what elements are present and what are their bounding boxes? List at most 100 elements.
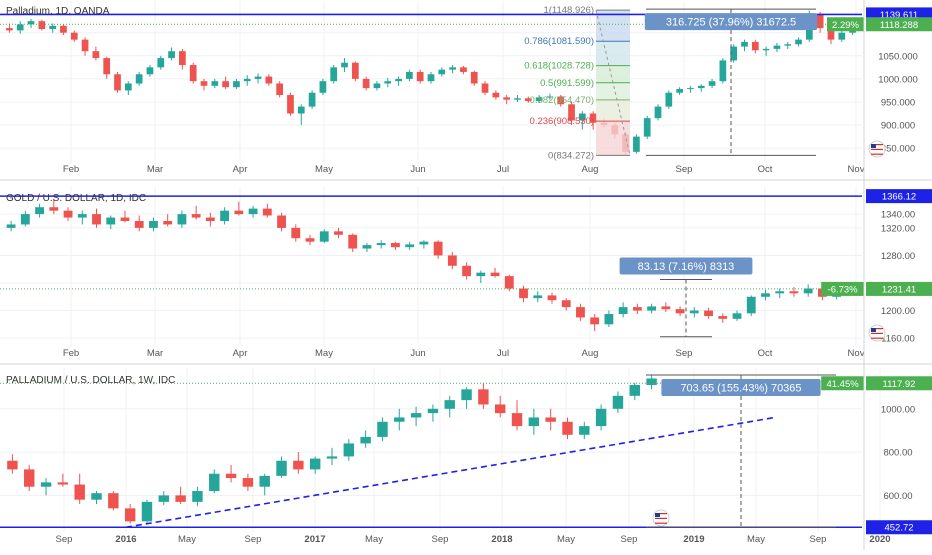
candle-body[interactable] (438, 69, 446, 75)
candle-body[interactable] (444, 400, 455, 409)
candle-body[interactable] (732, 313, 742, 319)
candle-body[interactable] (233, 81, 240, 88)
candle-body[interactable] (305, 238, 315, 242)
candle-body[interactable] (376, 243, 386, 246)
candle-body[interactable] (462, 265, 471, 277)
candle-body[interactable] (168, 51, 175, 59)
candle-body[interactable] (675, 309, 685, 314)
candle-body[interactable] (330, 67, 338, 82)
candle-body[interactable] (494, 404, 506, 414)
candle-body[interactable] (38, 21, 46, 30)
candle-body[interactable] (287, 95, 294, 114)
candle-body[interactable] (35, 207, 44, 215)
candle-body[interactable] (146, 67, 154, 75)
candle-body[interactable] (612, 395, 624, 409)
candle-body[interactable] (492, 92, 500, 98)
palladium-daily-panel[interactable]: 1(1148.926) 0.786(1081.590) 0.618(1028.728… (0, 1, 932, 175)
candle-body[interactable] (391, 243, 400, 248)
candle-body[interactable] (7, 460, 18, 470)
candle-body[interactable] (91, 493, 102, 500)
candle-body[interactable] (192, 491, 203, 502)
candle-body[interactable] (254, 76, 262, 79)
candle-body[interactable] (348, 234, 358, 249)
candle-body[interactable] (535, 97, 543, 102)
candle-body[interactable] (276, 83, 284, 96)
candle-body[interactable] (158, 495, 170, 502)
candle-body[interactable] (92, 51, 100, 59)
candle-body[interactable] (503, 97, 511, 100)
candle-body[interactable] (803, 288, 813, 294)
candle-body[interactable] (6, 28, 13, 31)
candle-body[interactable] (395, 78, 402, 82)
candle-body[interactable] (476, 272, 486, 277)
candle-body[interactable] (427, 408, 439, 414)
candle-body[interactable] (265, 76, 273, 84)
candle-body[interactable] (319, 81, 327, 93)
candle-body[interactable] (547, 295, 557, 301)
candle-body[interactable] (114, 74, 121, 91)
candle-body[interactable] (259, 475, 270, 487)
candle-body[interactable] (433, 241, 443, 256)
candle-body[interactable] (504, 276, 514, 289)
candle-body[interactable] (746, 296, 756, 314)
candle-body[interactable] (341, 62, 348, 68)
candle-body[interactable] (461, 389, 472, 401)
candle-body[interactable] (646, 378, 657, 385)
candle-body[interactable] (200, 81, 208, 86)
palladium-weekly-panel[interactable]: 703.65 (155.43%) 70365 PALLADIUM / U.S. D… (0, 368, 932, 545)
candle-body[interactable] (654, 106, 662, 119)
candle-body[interactable] (124, 508, 136, 522)
candle-body[interactable] (222, 81, 229, 88)
candle-body[interactable] (57, 482, 69, 485)
candle-body[interactable] (406, 71, 413, 79)
candle-body[interactable] (576, 307, 585, 318)
candle-body[interactable] (248, 208, 258, 215)
candle-body[interactable] (297, 106, 305, 114)
candle-body[interactable] (209, 473, 220, 492)
candle-body[interactable] (293, 460, 304, 470)
candle-body[interactable] (24, 469, 35, 487)
candle-body[interactable] (220, 210, 230, 221)
candle-body[interactable] (384, 81, 392, 84)
candle-body[interactable] (643, 118, 651, 137)
candle-body[interactable] (419, 241, 429, 245)
candle-body[interactable] (704, 310, 713, 317)
candle-body[interactable] (719, 60, 727, 82)
candle-body[interactable] (618, 307, 628, 314)
candle-body[interactable] (416, 71, 424, 82)
candle-body[interactable] (124, 83, 132, 91)
candle-body[interactable] (326, 456, 338, 459)
candle-body[interactable] (478, 389, 489, 405)
candle-body[interactable] (427, 74, 435, 82)
candle-body[interactable] (134, 221, 144, 228)
candle-body[interactable] (70, 32, 78, 40)
candle-body[interactable] (604, 314, 614, 325)
candle-body[interactable] (647, 306, 657, 311)
candle-body[interactable] (511, 413, 523, 427)
candle-body[interactable] (103, 58, 111, 75)
candle-body[interactable] (351, 62, 359, 79)
candle-body[interactable] (277, 215, 286, 228)
candle-body[interactable] (838, 32, 846, 40)
candle-body[interactable] (108, 493, 119, 509)
candle-body[interactable] (568, 104, 575, 121)
candle-body[interactable] (177, 214, 187, 225)
candle-body[interactable] (519, 288, 528, 299)
candle-body[interactable] (49, 207, 59, 211)
support-trendline[interactable] (125, 416, 776, 529)
candle-body[interactable] (579, 426, 590, 435)
candle-body[interactable] (633, 136, 640, 152)
candle-body[interactable] (92, 214, 101, 225)
candle-body[interactable] (179, 51, 186, 66)
candle-body[interactable] (291, 227, 301, 239)
candle-body[interactable] (276, 460, 287, 476)
candle-body[interactable] (225, 473, 237, 479)
candle-body[interactable] (775, 291, 785, 294)
us-flag-icon[interactable] (868, 140, 886, 158)
candle-body[interactable] (528, 417, 540, 427)
candle-body[interactable] (562, 421, 573, 435)
candle-body[interactable] (60, 25, 67, 33)
candle-body[interactable] (460, 67, 467, 72)
candle-body[interactable] (816, 14, 824, 29)
